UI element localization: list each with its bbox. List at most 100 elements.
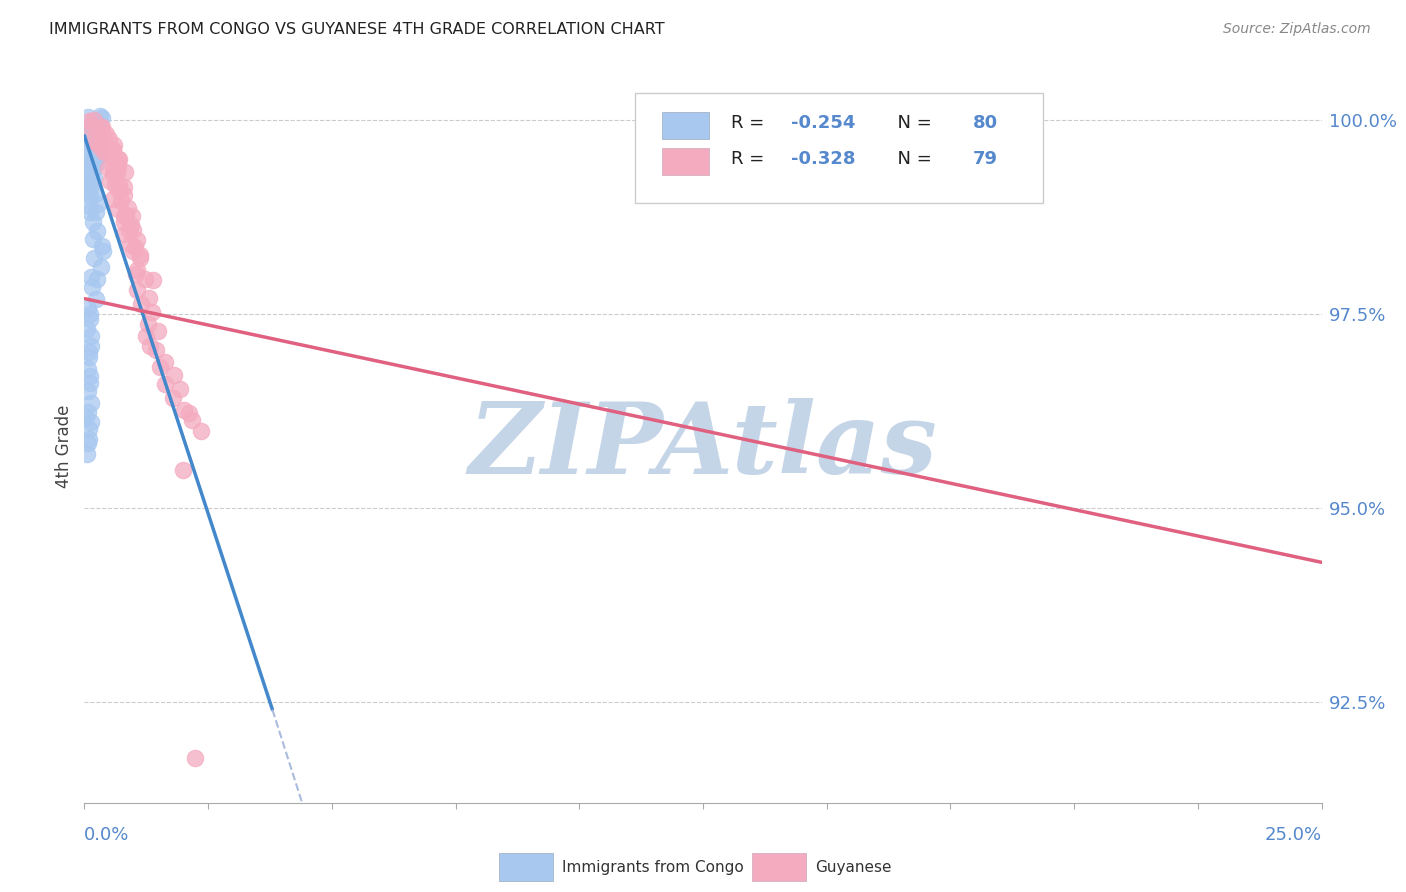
Point [79,376,101,391]
Point [79,113,101,128]
Point [76,404,98,418]
Point [97,144,120,158]
Point [117,201,139,215]
Point [83,170,105,185]
Point [90,120,112,134]
Point [153,355,176,369]
Point [103,192,125,206]
Point [146,324,169,338]
Point [97,161,120,175]
Point [90,239,112,253]
Point [108,152,131,166]
Point [112,215,135,229]
Point [190,424,212,438]
Text: R =: R = [731,150,770,168]
Point [84,152,107,166]
Point [173,402,195,417]
Point [86,139,108,153]
Point [77,128,100,143]
Point [129,251,152,265]
Point [77,134,100,148]
Point [93,145,115,160]
Point [83,251,105,265]
Point [82,232,104,246]
Point [76,322,98,336]
Point [108,185,131,199]
Point [76,111,98,125]
Point [79,120,101,135]
Point [77,384,100,398]
Point [76,447,98,461]
Point [79,180,101,194]
Point [80,396,103,410]
Point [82,139,104,153]
Y-axis label: 4th Grade: 4th Grade [55,404,73,488]
Point [77,159,100,173]
Point [79,135,101,149]
Point [101,143,124,157]
Point [125,283,148,297]
Point [83,112,105,127]
Point [82,215,104,229]
Point [142,273,165,287]
Text: 79: 79 [973,150,998,168]
Text: 80: 80 [973,114,998,132]
Point [79,205,101,219]
Point [149,359,172,374]
Point [84,136,107,150]
Point [91,129,114,144]
Point [114,164,136,178]
Point [79,312,101,326]
Point [77,435,100,450]
Point [129,247,152,261]
Point [84,115,107,129]
Point [101,143,124,157]
Point [129,297,152,311]
Text: 0.0%: 0.0% [84,826,129,844]
Point [136,317,159,331]
Point [94,145,117,159]
Point [90,112,112,126]
Point [91,135,114,149]
Point [122,244,145,258]
Point [75,410,97,425]
Point [77,183,100,197]
Point [79,368,101,383]
Point [75,157,97,171]
FancyBboxPatch shape [662,148,709,175]
Point [89,140,111,154]
Point [162,391,184,405]
Point [82,126,104,140]
Point [83,187,105,202]
Point [77,433,100,447]
Point [134,271,156,285]
FancyBboxPatch shape [662,112,709,139]
Point [84,116,107,130]
Point [79,189,101,203]
Text: IMMIGRANTS FROM CONGO VS GUYANESE 4TH GRADE CORRELATION CHART: IMMIGRANTS FROM CONGO VS GUYANESE 4TH GR… [49,22,665,37]
Point [82,126,104,140]
Point [77,143,100,157]
Point [112,227,135,241]
Point [153,377,176,392]
Point [82,163,104,178]
Point [107,152,129,166]
Point [89,137,111,152]
Point [172,463,194,477]
Point [76,184,98,198]
Point [77,144,100,158]
Point [80,128,103,143]
Point [90,260,112,274]
Point [80,161,103,176]
Point [83,151,105,165]
Text: Source: ZipAtlas.com: Source: ZipAtlas.com [1223,22,1371,37]
Point [139,338,162,352]
Point [84,122,107,136]
Point [77,176,100,190]
Point [107,157,129,171]
Point [80,280,103,294]
Text: ZIPAtlas: ZIPAtlas [468,398,938,494]
Text: R =: R = [731,114,770,132]
Point [163,368,186,383]
Point [101,161,124,175]
